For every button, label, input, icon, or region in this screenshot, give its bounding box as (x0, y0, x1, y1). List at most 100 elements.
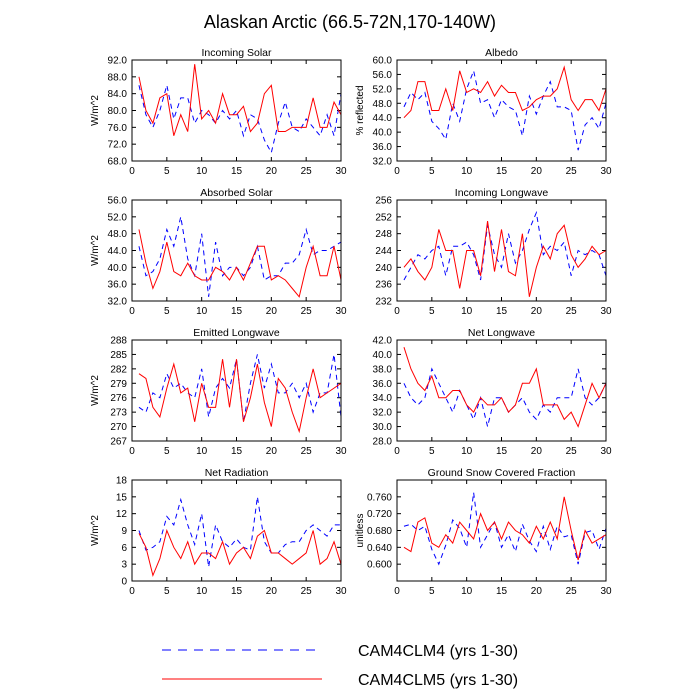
series-line (403, 210, 607, 281)
plot-frame (396, 59, 607, 162)
x-tick-label: 0 (129, 586, 135, 597)
y-tick-label: 0.760 (367, 492, 392, 503)
y-tick-label: 42.0 (373, 336, 393, 347)
y-tick-label: 252 (375, 212, 392, 223)
x-tick-label: 25 (566, 586, 578, 597)
x-tick-label: 25 (301, 306, 313, 317)
plot-frame (131, 479, 342, 582)
y-tick-label: 92.0 (108, 56, 128, 67)
y-tick-label: 282 (110, 364, 127, 375)
plot-frame (396, 339, 607, 442)
y-tick-label: 267 (110, 437, 127, 448)
panels: Incoming Solar68.072.076.080.084.088.092… (90, 47, 612, 597)
x-tick-label: 25 (566, 306, 578, 317)
series-line (403, 367, 607, 427)
chart-panel: Incoming Longwave 232 236 240 244 248 252 256 0 5… (375, 187, 612, 317)
chart-panel: Emitted Longwave 267 270 273 276 279 282 285 288… (90, 327, 347, 457)
y-tick-label: 244 (375, 246, 392, 257)
figure-title: Alaskan Arctic (66.5-72N,170-140W) (204, 12, 496, 32)
series-line (403, 492, 607, 566)
x-tick-label: 30 (335, 446, 347, 457)
y-tick-label: 18 (116, 476, 128, 487)
y-tick-label: 84.0 (108, 89, 128, 100)
y-tick-label: 0.680 (367, 526, 392, 537)
y-tick-label: 279 (110, 379, 127, 390)
y-tick-label: 236 (375, 280, 392, 291)
y-tick-label: 0.720 (367, 509, 392, 520)
y-axis-label: unitless (355, 514, 366, 548)
x-tick-label: 0 (394, 166, 400, 177)
y-tick-label: 6 (121, 543, 127, 554)
x-tick-label: 5 (164, 166, 170, 177)
series-line (138, 229, 342, 298)
x-tick-label: 5 (429, 446, 435, 457)
chart-panel: Albedo 32.0 36.0 40.0 44.0 48.0 52.0 56.0 60.0 0 5… (355, 47, 612, 177)
x-tick-label: 0 (394, 306, 400, 317)
x-tick-label: 25 (566, 446, 578, 457)
plot-frame (131, 339, 342, 442)
chart-panel: Net Radiation 0 3 6 9 12 15 18 0 5 10 15 20 25 30 W/m^2 (90, 467, 347, 597)
y-tick-label: 40.0 (373, 350, 393, 361)
y-tick-label: 276 (110, 393, 127, 404)
x-tick-label: 5 (429, 166, 435, 177)
x-tick-label: 30 (335, 306, 347, 317)
x-tick-label: 25 (301, 166, 313, 177)
y-axis-label: W/m^2 (90, 95, 101, 126)
x-tick-label: 10 (196, 586, 208, 597)
legend-label-clm4: CAM4CLM4 (yrs 1-30) (358, 643, 518, 660)
y-tick-label: 30.0 (373, 422, 393, 433)
x-tick-label: 30 (335, 586, 347, 597)
panel-title: Absorbed Solar (200, 187, 273, 199)
series-line (138, 85, 342, 154)
y-tick-label: 232 (375, 297, 392, 308)
x-tick-label: 30 (600, 446, 612, 457)
x-tick-label: 30 (600, 166, 612, 177)
x-tick-label: 0 (129, 446, 135, 457)
y-tick-label: 38.0 (373, 364, 393, 375)
x-tick-label: 30 (600, 306, 612, 317)
x-tick-label: 25 (301, 446, 313, 457)
panel-title: Net Radiation (205, 467, 269, 479)
y-tick-label: 32.0 (108, 297, 128, 308)
y-axis-label: W/m^2 (90, 375, 101, 406)
y-tick-label: 240 (375, 263, 392, 274)
x-tick-label: 30 (335, 166, 347, 177)
panel-title: Albedo (485, 47, 518, 59)
x-tick-label: 15 (496, 446, 508, 457)
y-tick-label: 28.0 (373, 437, 393, 448)
y-tick-label: 40.0 (108, 263, 128, 274)
y-tick-label: 44.0 (373, 113, 393, 124)
x-tick-label: 10 (461, 306, 473, 317)
series-line (138, 496, 341, 568)
legend-label-clm5: CAM4CLM5 (yrs 1-30) (358, 672, 518, 689)
plot-frame (396, 199, 607, 302)
legend: CAM4CLM4 (yrs 1-30) CAM4CLM5 (yrs 1-30) (162, 643, 518, 689)
y-tick-label: 56.0 (373, 70, 393, 81)
x-tick-label: 0 (394, 446, 400, 457)
plot-frame (131, 59, 342, 162)
x-tick-label: 15 (496, 586, 508, 597)
y-tick-label: 36.0 (108, 280, 128, 291)
x-tick-label: 25 (566, 166, 578, 177)
y-tick-label: 15 (116, 492, 128, 503)
series-line (138, 216, 342, 297)
x-tick-label: 10 (196, 166, 208, 177)
x-tick-label: 5 (164, 306, 170, 317)
panel-title: Incoming Longwave (455, 187, 549, 199)
y-tick-label: 32.0 (373, 157, 393, 168)
x-tick-label: 15 (231, 446, 243, 457)
y-tick-label: 3 (121, 560, 127, 571)
chart-panel: Net Longwave 28.0 30.0 32.0 34.0 36.0 38.0 40.0… (373, 327, 612, 457)
y-tick-label: 0.640 (367, 543, 392, 554)
x-tick-label: 15 (231, 166, 243, 177)
x-tick-label: 5 (429, 306, 435, 317)
y-tick-label: 36.0 (373, 379, 393, 390)
y-tick-label: 12 (116, 509, 128, 520)
x-tick-label: 5 (429, 586, 435, 597)
x-tick-label: 5 (164, 586, 170, 597)
x-tick-label: 15 (496, 306, 508, 317)
y-tick-label: 0.600 (367, 560, 392, 571)
x-tick-label: 10 (461, 586, 473, 597)
chart-panel: Absorbed Solar 32.0 36.0 40.0 44.0 48.0 52.0 56… (90, 187, 347, 317)
